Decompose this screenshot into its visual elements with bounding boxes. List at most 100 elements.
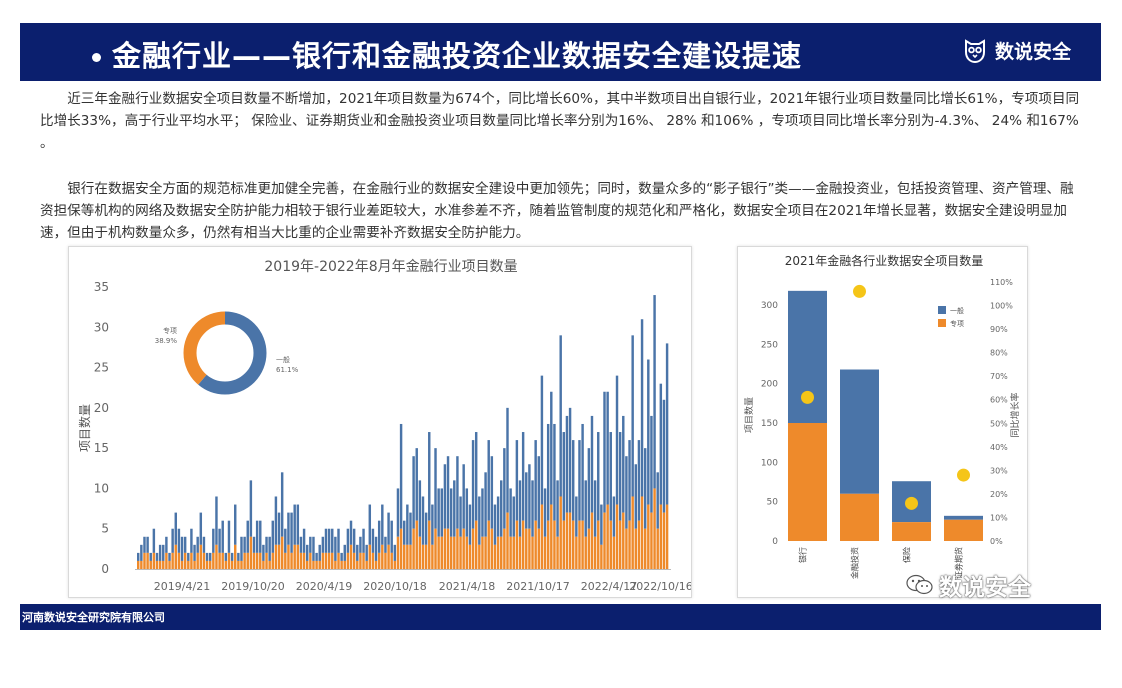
bar-general	[553, 423, 556, 521]
bar-special	[240, 560, 243, 569]
legend-swatch-general	[938, 306, 946, 314]
bar-general	[647, 359, 650, 505]
bar-general	[359, 536, 362, 553]
bar-general	[224, 552, 228, 561]
bar-general	[180, 536, 184, 561]
bar-special	[227, 552, 231, 569]
bar-general	[612, 496, 616, 537]
bar-special	[202, 552, 206, 569]
bar-special	[196, 552, 199, 569]
bar-general	[593, 480, 597, 537]
bar-special	[387, 544, 390, 569]
bar-special	[381, 544, 384, 569]
bar-general	[218, 528, 221, 553]
bar-general	[284, 528, 287, 553]
bar-general	[528, 464, 531, 529]
y-tick-label: 5	[101, 522, 109, 536]
bar-general	[190, 528, 193, 553]
bar-general	[381, 504, 384, 545]
bar-special	[218, 552, 221, 569]
bar-general	[840, 369, 879, 494]
legend-swatch-special	[938, 319, 946, 327]
category-label: 证券期货	[954, 547, 964, 579]
bar-special	[299, 552, 303, 569]
bar-general	[471, 440, 475, 529]
bar-general	[406, 504, 409, 545]
bar-general	[237, 552, 240, 561]
bar-general	[352, 528, 356, 553]
bar-special	[650, 512, 653, 569]
bar-special	[640, 496, 644, 569]
bar-general	[428, 432, 431, 521]
bar-special	[377, 552, 381, 569]
bar-general	[221, 520, 224, 553]
y2-tick-label: 50%	[990, 419, 1008, 428]
bar-special	[487, 520, 490, 569]
bar-general	[506, 407, 509, 513]
bar-general	[274, 496, 278, 545]
bar-special	[158, 560, 162, 569]
bar-general	[521, 432, 525, 521]
y2-tick-label: 60%	[990, 396, 1008, 405]
bar-general	[396, 488, 400, 537]
bar-special	[327, 552, 331, 569]
bar-special	[637, 520, 641, 569]
bar-general	[493, 504, 497, 545]
watermark-text: 数说安全	[939, 575, 1031, 601]
category-label: 金融投资	[850, 547, 860, 579]
bar-general	[609, 432, 612, 521]
y2-tick-label: 80%	[990, 349, 1008, 358]
bar-special	[543, 536, 547, 569]
y2-axis-label: 同比增长率	[1009, 392, 1021, 437]
bar-special	[205, 560, 209, 569]
bar-special	[146, 552, 149, 569]
bar-general	[349, 520, 353, 545]
bar-general	[578, 440, 581, 521]
bar-special	[481, 536, 484, 569]
bar-special	[212, 552, 215, 569]
bar-special	[193, 560, 196, 569]
bar-special	[174, 544, 177, 569]
bar-general	[271, 520, 275, 553]
bar-general	[500, 480, 503, 537]
bar-general	[603, 391, 606, 513]
x-tick-label: 2019/10/20	[221, 580, 284, 593]
bar-special	[546, 520, 550, 569]
bar-special	[280, 536, 284, 569]
y2-tick-label: 110%	[990, 278, 1013, 287]
bar-special	[137, 560, 140, 569]
bar-general	[662, 399, 666, 513]
bar-special	[208, 560, 212, 569]
bar-special	[556, 536, 559, 569]
paragraph-1: 近三年金融行业数据安全项目数量不断增加，2021年项目数量为674个，同比增长6…	[40, 91, 1080, 151]
bar-special	[365, 560, 368, 569]
bar-general	[462, 464, 465, 529]
donut-label-special: 专项	[163, 326, 177, 335]
bar-general	[496, 496, 500, 537]
bar-general	[531, 480, 534, 537]
footer-bar: 河南数说安全研究院有限公司	[20, 604, 1101, 630]
bar-general	[403, 520, 406, 545]
header-bar: 金融行业——银行和金融投资企业数据安全建设提速 数说安全	[20, 23, 1101, 81]
bar-special	[496, 536, 500, 569]
bar-general	[615, 375, 619, 505]
bar-special	[428, 520, 431, 569]
timeline-chart: 2019年-2022年8月年金融行业项目数量 项目数量 0 5 10 15 20 25 30…	[77, 259, 693, 593]
bar-general	[537, 456, 541, 529]
bar-general	[622, 415, 625, 513]
bar-special	[571, 520, 575, 569]
bar-special	[255, 552, 259, 569]
bar-special	[165, 552, 168, 569]
bar-special	[312, 560, 315, 569]
bar-general	[490, 456, 494, 529]
growth-rate-marker	[957, 468, 970, 482]
bar-special	[284, 552, 287, 569]
y-tick-label: 250	[761, 340, 778, 350]
bar-general	[534, 440, 537, 521]
bar-special	[612, 536, 616, 569]
owl-logo-icon	[964, 38, 985, 63]
bar-special	[540, 504, 544, 569]
bar-special	[631, 496, 634, 569]
bar-general	[199, 512, 203, 545]
bar-general	[290, 512, 293, 553]
